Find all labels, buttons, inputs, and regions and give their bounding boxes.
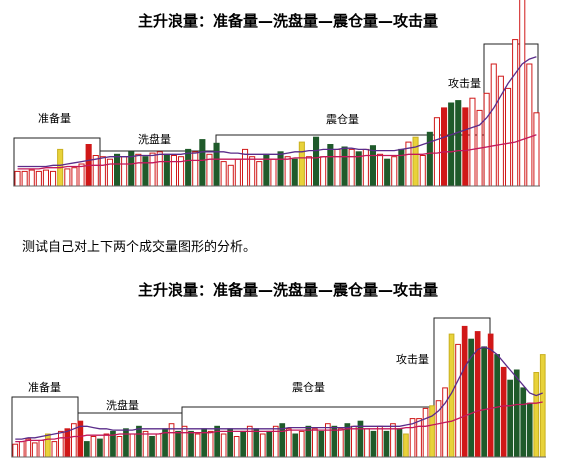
bottom-volume-bar (90, 436, 97, 458)
bottom-volume-bar (31, 442, 38, 458)
phase-label-洗盘量: 洗盘量 (106, 398, 139, 412)
bottom-volume-bar (513, 369, 520, 458)
top-bar-group (14, 0, 540, 187)
bottom-volume-bar (18, 441, 25, 458)
bottom-volume-bar (383, 430, 390, 458)
phase-label-震仓量: 震仓量 (292, 380, 325, 394)
bottom-volume-bar (285, 428, 292, 458)
bottom-volume-bar (253, 428, 260, 458)
bottom-volume-bar (526, 402, 533, 458)
bottom-volume-bar (220, 433, 227, 458)
question-text: 测试自己对上下两个成交量图形的分析。 (22, 240, 257, 255)
bottom-volume-bar (305, 425, 312, 458)
phase-label-洗盘量: 洗盘量 (138, 132, 171, 146)
bottom-volume-bar (123, 428, 129, 458)
bottom-volume-bar (84, 441, 90, 458)
bottom-volume-bar (312, 428, 318, 458)
bottom-volume-bar (181, 425, 188, 458)
bottom-volume-bar (25, 438, 32, 458)
bottom-volume-bar (155, 433, 162, 458)
bottom-volume-bar (351, 425, 357, 458)
bottom-volume-bar (188, 430, 194, 458)
bottom-volume-bar (429, 405, 435, 458)
bottom-volume-bar (292, 433, 299, 458)
top-ma-long-line (17, 134, 537, 170)
bottom-volume-bar (494, 354, 500, 458)
phase-label-攻击量: 攻击量 (448, 76, 481, 90)
bottom-volume-bar (500, 366, 507, 458)
bottom-volume-bar (51, 441, 58, 458)
bottom-volume-bar (481, 346, 487, 458)
bottom-bar-group (12, 325, 546, 458)
bottom-volume-bar (403, 433, 409, 458)
bottom-volume-bar (507, 379, 513, 458)
top-volume-chart: 准备量 洗盘量 震仓量 攻击量 (13, 0, 540, 187)
bottom-volume-bar (455, 343, 461, 458)
bottom-ma-long-line (15, 401, 543, 443)
bottom-volume-bar (364, 428, 370, 458)
bottom-volume-bar (422, 407, 429, 458)
bottom-volume-bar (97, 438, 103, 458)
bottom-volume-bar (539, 354, 546, 458)
bottom-volume-bar (338, 428, 344, 458)
bottom-volume-bar (520, 387, 527, 458)
bottom-volume-bar (533, 372, 540, 458)
bottom-volume-bar (259, 433, 266, 458)
top-chart-title: 主升浪量：准备量—洗盘量—震仓量—攻击量 (137, 12, 438, 30)
bottom-volume-bar (149, 436, 155, 458)
bottom-volume-bar (240, 430, 247, 458)
bottom-volume-bar (461, 325, 468, 458)
bottom-volume-bar (298, 430, 305, 458)
bottom-volume-bar (38, 439, 45, 458)
bottom-volume-bar (227, 428, 234, 458)
bottom-volume-bar (58, 430, 64, 458)
phase-label-准备量: 准备量 (28, 380, 61, 394)
bottom-volume-bar (331, 425, 338, 458)
bottom-volume-bar (64, 428, 71, 458)
bottom-volume-bar (194, 433, 201, 458)
bottom-volume-bar (207, 430, 214, 458)
bottom-volume-bar (370, 430, 377, 458)
bottom-volume-bar (487, 333, 494, 458)
bottom-volume-bar (396, 428, 403, 458)
phase-label-攻击量: 攻击量 (396, 352, 429, 366)
bottom-volume-bar (175, 430, 181, 458)
bottom-volume-bar (318, 430, 325, 458)
bottom-volume-bar (12, 443, 19, 458)
bottom-volume-bar (325, 423, 331, 458)
bottom-volume-bar (116, 436, 123, 458)
bottom-volume-bar (45, 433, 51, 458)
bottom-volume-bar (416, 418, 422, 458)
bottom-volume-bar (142, 430, 149, 458)
bottom-volume-bar (103, 433, 110, 458)
top-ma-short-line (17, 56, 537, 168)
bottom-volume-bar (377, 425, 383, 458)
phase-label-准备量: 准备量 (38, 111, 71, 125)
bottom-volume-bar (129, 433, 136, 458)
bottom-ma-short-line (15, 346, 543, 440)
bottom-volume-bar (233, 436, 240, 458)
bottom-volume-bar (266, 430, 273, 458)
bottom-chart-title: 主升浪量：准备量—洗盘量—震仓量—攻击量 (137, 281, 438, 299)
bottom-volume-bar (136, 425, 142, 458)
phase-label-震仓量: 震仓量 (326, 112, 359, 126)
